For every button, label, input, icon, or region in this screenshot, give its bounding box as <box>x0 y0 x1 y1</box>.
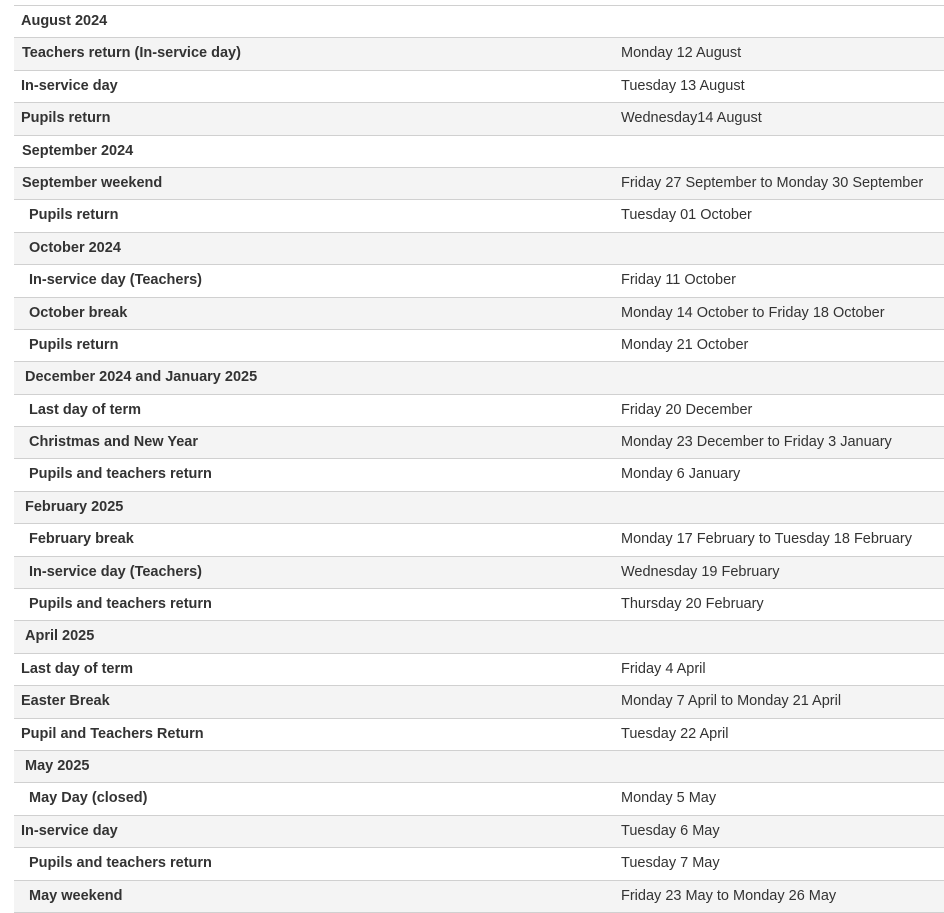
event-date: Monday 12 August <box>621 45 742 62</box>
event-date: Friday 11 October <box>621 272 736 289</box>
table-row: Pupils and teachers return Monday 6 Janua… <box>14 459 944 492</box>
event-name: February break <box>29 531 134 548</box>
event-name: May Day (closed) <box>29 790 148 807</box>
month-heading: August 2024 <box>21 13 108 29</box>
table-row: Pupils and teachers return Thursday 20 Fe… <box>14 589 944 622</box>
event-date: Tuesday 13 August <box>621 77 745 94</box>
table-row: Teachers return (In-service day) Monday 1… <box>14 38 944 71</box>
month-heading: December 2024 and January 2025 <box>25 369 258 386</box>
table-row: Christmas and New Year Monday 23 December… <box>14 427 944 460</box>
event-date: Monday 14 October to Friday 18 October <box>621 304 885 321</box>
event-date: Tuesday 22 April <box>621 725 729 742</box>
event-name: Teachers return (In-service day) <box>22 45 241 62</box>
table-row: Pupils return Tuesday 01 October <box>14 200 944 233</box>
table-row: Pupil and Teachers Return Tuesday 22 Apri… <box>14 719 944 751</box>
event-name: Pupils return <box>29 336 119 353</box>
event-date: Tuesday 7 May <box>621 855 720 872</box>
event-name: September weekend <box>22 174 163 191</box>
month-heading: May 2025 <box>25 757 90 774</box>
month-heading: April 2025 <box>25 628 95 645</box>
term-dates-table: August 2024 Teachers return (In-service d… <box>14 5 944 913</box>
table-row: Last day of term Friday 4 April <box>14 654 944 687</box>
event-name: In-service day <box>21 77 118 94</box>
event-date: Monday 5 May <box>621 790 717 807</box>
event-date: Friday 20 December <box>621 401 753 418</box>
month-header-row: August 2024 <box>14 6 944 39</box>
table-row: Pupils return Monday 21 October <box>14 330 944 363</box>
event-name: Pupils and teachers return <box>29 466 212 483</box>
event-name: Last day of term <box>29 401 141 418</box>
event-name: In-service day (Teachers) <box>29 272 203 289</box>
event-name: Pupils return <box>29 207 119 224</box>
event-name: Last day of term <box>21 660 133 677</box>
event-date: Friday 4 April <box>621 660 706 677</box>
table-row: Last day of term Friday 20 December <box>14 395 944 428</box>
event-name: In-service day <box>21 822 118 839</box>
event-date: Tuesday 01 October <box>621 207 752 224</box>
table-row: In-service day (Teachers) Wednesday 19 Fe… <box>14 556 944 590</box>
event-name: Pupils return <box>21 110 111 127</box>
table-row: Pupils and teachers return Tuesday 7 May <box>14 848 944 881</box>
table-row: May weekend Friday 23 May to Monday 26 Ma… <box>14 880 944 913</box>
table-row: In-service day Tuesday 6 May <box>14 815 944 849</box>
month-header-row: October 2024 <box>14 232 944 266</box>
event-date: Monday 7 April to Monday 21 April <box>621 693 842 710</box>
month-heading: February 2025 <box>25 498 124 515</box>
month-heading: October 2024 <box>29 239 121 256</box>
month-header-row: April 2025 <box>14 621 944 654</box>
month-header-row: February 2025 <box>14 491 944 525</box>
event-name: October break <box>29 304 128 321</box>
month-header-row: May 2025 <box>14 750 944 784</box>
month-heading: September 2024 <box>22 142 134 159</box>
table-row: September weekend Friday 27 September to … <box>14 167 944 201</box>
table-row: May Day (closed) Monday 5 May <box>14 783 944 816</box>
event-date: Monday 17 February to Tuesday 18 Februar… <box>621 531 912 548</box>
event-name: May weekend <box>29 887 123 904</box>
table-row: In-service day (Teachers) Friday 11 Octob… <box>14 265 944 298</box>
table-row: February break Monday 17 February to Tues… <box>14 524 944 557</box>
table-row: Easter Break Monday 7 April to Monday 21 … <box>14 686 944 719</box>
event-name: Easter Break <box>21 693 110 710</box>
event-date: Friday 23 May to Monday 26 May <box>621 887 837 904</box>
event-date: Friday 27 September to Monday 30 Septemb… <box>621 174 924 191</box>
event-name: In-service day (Teachers) <box>29 563 203 580</box>
month-header-row: December 2024 and January 2025 <box>14 362 944 395</box>
event-date: Monday 23 December to Friday 3 January <box>621 434 892 451</box>
event-name: Pupils and teachers return <box>29 596 212 613</box>
event-date: Wednesday 19 February <box>621 563 780 580</box>
table-row: Pupils return Wednesday14 August <box>14 103 944 136</box>
event-name: Pupils and teachers return <box>29 855 212 872</box>
table-row: October break Monday 14 October to Friday… <box>14 297 944 330</box>
event-name: Christmas and New Year <box>29 434 198 451</box>
event-name: Pupil and Teachers Return <box>21 725 204 742</box>
event-date: Wednesday14 August <box>621 110 762 127</box>
table-row: In-service day Tuesday 13 August <box>14 71 944 104</box>
event-date: Tuesday 6 May <box>621 822 720 839</box>
month-header-row: September 2024 <box>14 136 944 168</box>
event-date: Monday 21 October <box>621 336 749 353</box>
event-date: Thursday 20 February <box>621 596 764 613</box>
event-date: Monday 6 January <box>621 466 741 483</box>
